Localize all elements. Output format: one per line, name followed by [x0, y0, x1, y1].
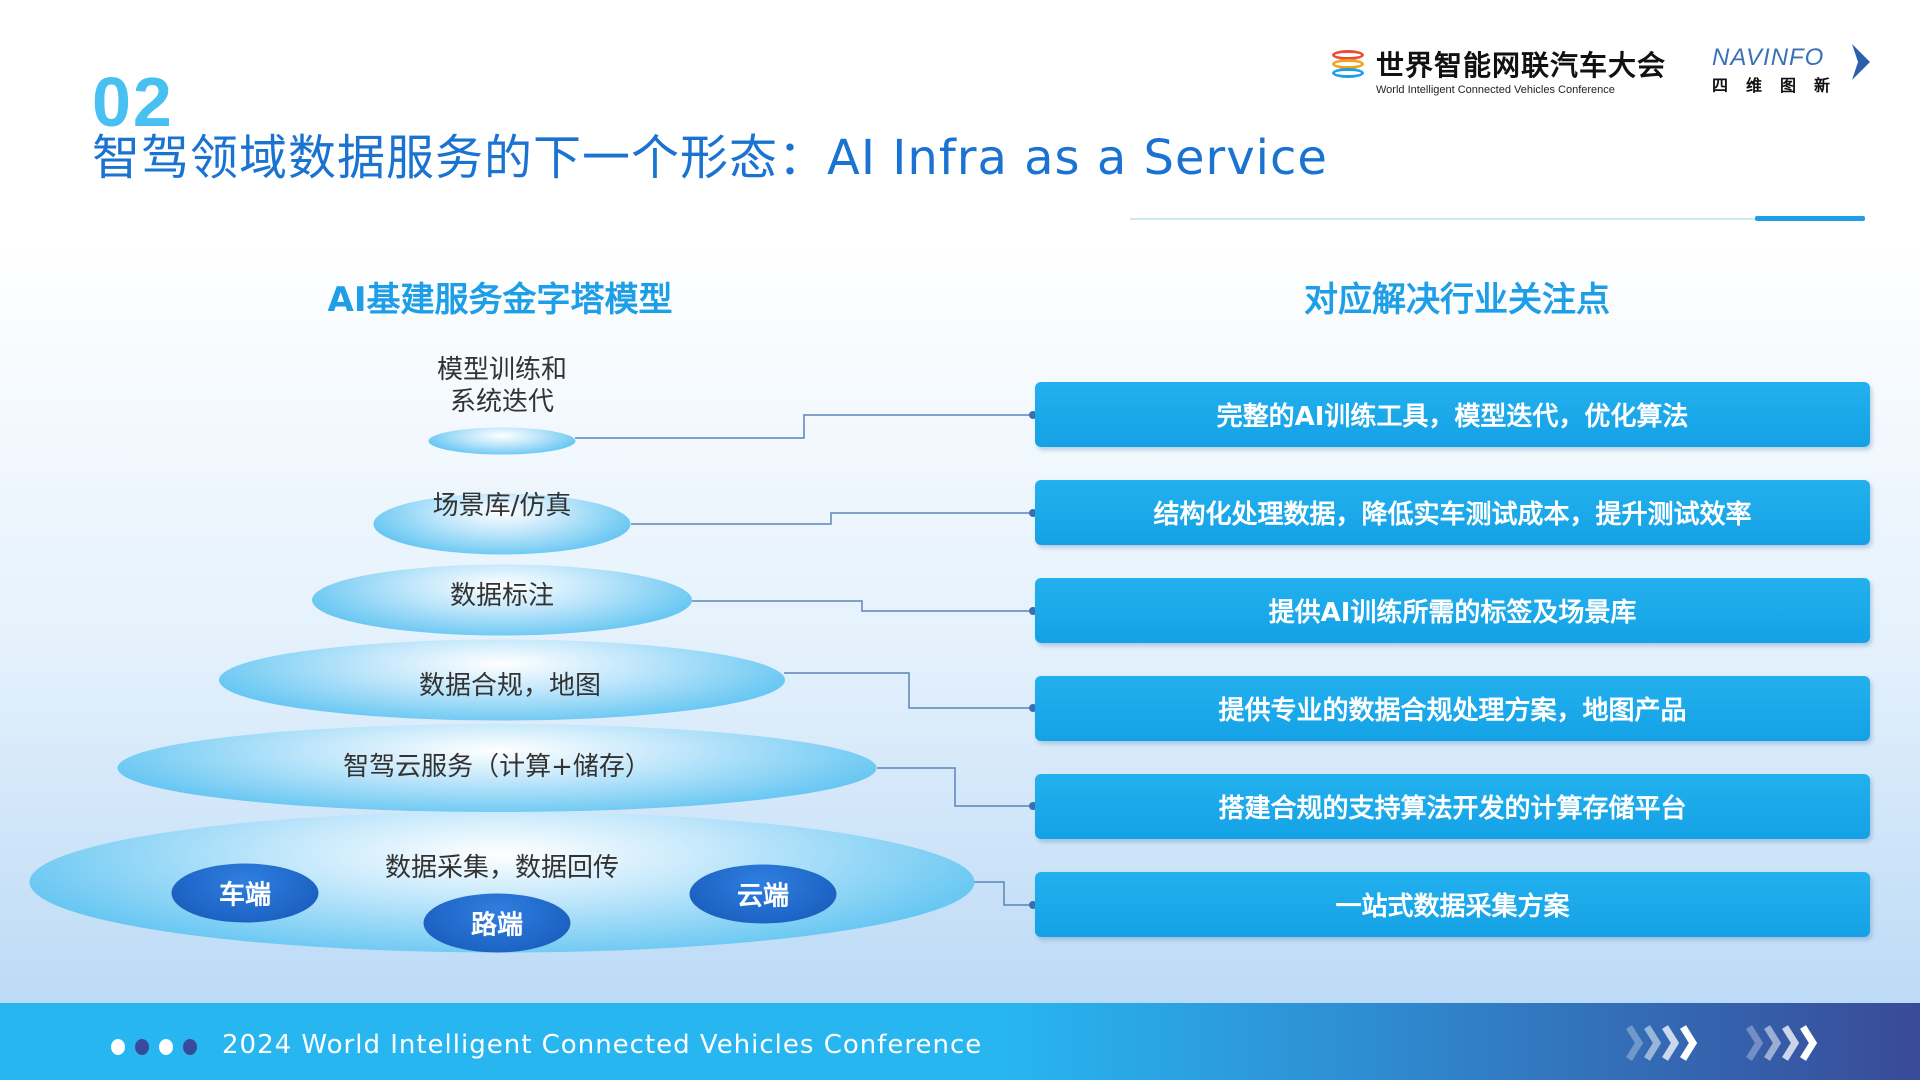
- footer-text: 2024 World Intelligent Connected Vehicle…: [222, 1030, 983, 1060]
- divider-accent: [1755, 216, 1865, 221]
- navinfo-chevron-icon: [1852, 44, 1870, 80]
- footer-chevrons-icon: [1626, 1025, 1818, 1061]
- footer-dot-icon: [135, 1039, 149, 1055]
- footer-dot-icon: [183, 1039, 197, 1055]
- layer-label-2: 场景库/仿真: [432, 491, 572, 521]
- pyramid-layer-4: [219, 639, 785, 721]
- concern-box-4: 提供专业的数据合规处理方案，地图产品: [1035, 676, 1870, 741]
- navinfo-logo: NAVINFO 四维图新: [1712, 44, 1848, 96]
- pyramid-heading: AI基建服务金字塔模型: [327, 280, 673, 320]
- pyramid-layer-5: [117, 724, 877, 812]
- layer-label-4: 数据合规，地图: [418, 671, 602, 701]
- footer-dot-icon: [111, 1039, 125, 1055]
- navinfo-en: NAVINFO: [1712, 44, 1825, 71]
- pyramid-layer-2: [373, 493, 631, 555]
- layer-label-3: 数据标注: [449, 581, 555, 611]
- concern-box-1: 完整的AI训练工具，模型迭代，优化算法: [1035, 382, 1870, 447]
- cloud-end-pill: 云端: [689, 864, 837, 924]
- slide-number: 02: [92, 63, 174, 141]
- road-end-pill: 路端: [423, 893, 571, 953]
- concern-box-6: 一站式数据采集方案: [1035, 872, 1870, 937]
- footer-bar: [0, 1003, 1920, 1080]
- concern-box-5: 搭建合规的支持算法开发的计算存储平台: [1035, 774, 1870, 839]
- connector-5: [877, 767, 1035, 807]
- layer-label-6: 数据采集，数据回传: [384, 853, 620, 883]
- concerns-heading: 对应解决行业关注点: [1304, 280, 1610, 320]
- layer-label-5: 智驾云服务（计算+储存）: [343, 752, 651, 782]
- page-title: 智驾领域数据服务的下一个形态：AI Infra as a Service: [92, 130, 1328, 186]
- footer-dot-icon: [159, 1039, 173, 1055]
- connector-2: [631, 512, 1035, 525]
- wicv-logo: 世界智能网联汽车大会 World Intelligent Connected V…: [1328, 44, 1666, 96]
- navinfo-cn: 四维图新: [1712, 76, 1849, 95]
- layer-label-1: 模型训练和 系统迭代: [436, 355, 568, 417]
- wicv-emblem-icon: [1328, 46, 1368, 94]
- vehicle-end-pill: 车端: [171, 863, 319, 923]
- divider: [1130, 218, 1865, 220]
- connector-3: [692, 600, 1035, 612]
- connector-6: [974, 881, 1035, 906]
- wicv-title: 世界智能网联汽车大会: [1376, 49, 1667, 82]
- concern-box-2: 结构化处理数据，降低实车测试成本，提升测试效率: [1035, 480, 1870, 545]
- pyramid-layer-1: [428, 427, 576, 455]
- pyramid-layer-3: [312, 564, 692, 636]
- connector-4: [784, 672, 1035, 709]
- concern-box-3: 提供AI训练所需的标签及场景库: [1035, 578, 1870, 643]
- connector-1: [575, 414, 1035, 439]
- wicv-subtitle: World Intelligent Connected Vehicles Con…: [1376, 84, 1615, 96]
